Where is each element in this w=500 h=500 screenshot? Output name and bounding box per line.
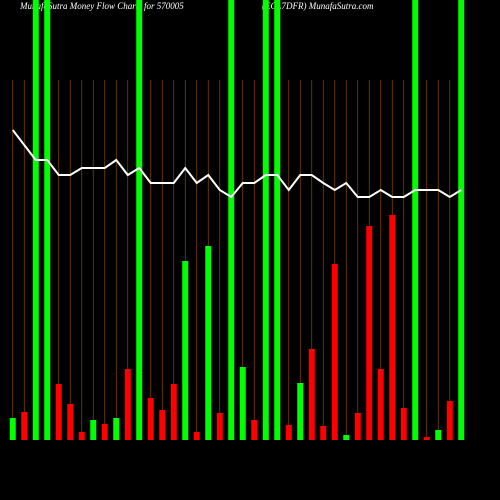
bar — [21, 412, 28, 440]
bar — [400, 408, 407, 440]
bar — [170, 384, 177, 440]
bar — [251, 420, 258, 440]
bar — [377, 369, 384, 440]
bar — [389, 215, 396, 440]
chart-subtitle: (ECL7DFR) MunafaSutra.com — [262, 1, 374, 11]
bar — [182, 261, 189, 440]
bar — [366, 226, 373, 440]
bar — [9, 418, 16, 440]
bar — [239, 367, 246, 440]
bar — [101, 424, 108, 440]
bar — [55, 384, 62, 440]
bar — [228, 0, 235, 440]
bar — [147, 398, 154, 440]
bar — [67, 404, 74, 440]
bar — [78, 432, 85, 440]
bar — [216, 413, 223, 440]
bar — [354, 413, 361, 440]
bar — [274, 0, 281, 440]
bar — [446, 401, 453, 440]
bar — [435, 430, 442, 440]
bar — [124, 369, 131, 440]
bar — [90, 420, 97, 440]
bar — [320, 426, 327, 440]
bar — [331, 264, 338, 440]
bar — [159, 410, 166, 440]
bar — [297, 383, 304, 440]
bar — [193, 432, 200, 440]
bar — [262, 0, 269, 440]
bar — [412, 0, 419, 440]
bar — [423, 437, 430, 440]
bar — [458, 0, 465, 440]
bar — [113, 418, 120, 440]
chart-title: MunafaSutra Money Flow Charts for 570005 — [19, 1, 184, 11]
bar — [343, 435, 350, 440]
bar — [308, 349, 315, 440]
bar — [285, 425, 292, 440]
bar — [32, 0, 39, 440]
bar — [136, 0, 143, 440]
bar — [44, 0, 51, 440]
money-flow-line — [11, 129, 462, 199]
bar — [205, 246, 212, 440]
